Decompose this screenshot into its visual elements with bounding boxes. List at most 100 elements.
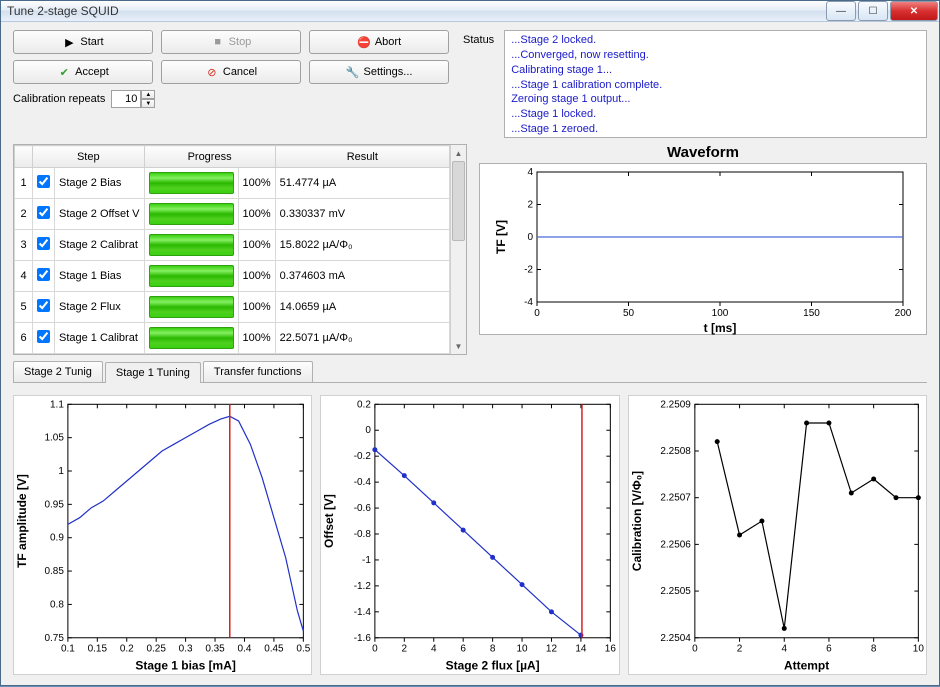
svg-text:2.2504: 2.2504 <box>660 633 691 644</box>
table-row[interactable]: 5Stage 2 Flux100%14.0659 µA <box>15 292 450 323</box>
waveform-chart: 050100150200-4-2024t [ms]TF [V] <box>479 163 927 335</box>
svg-text:8: 8 <box>871 644 877 655</box>
repeats-spinner[interactable]: ▲ ▼ <box>111 90 155 108</box>
svg-text:6: 6 <box>461 644 467 655</box>
svg-text:-2: -2 <box>524 265 533 276</box>
row-checkbox-cell <box>33 261 55 292</box>
row-result: 15.8022 µA/Φ₀ <box>275 230 449 261</box>
row-progress-cell <box>144 168 238 199</box>
spinner-up[interactable]: ▲ <box>141 90 155 99</box>
table-row[interactable]: 2Stage 2 Offset V100%0.330337 mV <box>15 199 450 230</box>
row-step: Stage 2 Flux <box>55 292 145 323</box>
row-step: Stage 2 Bias <box>55 168 145 199</box>
th-progress[interactable]: Progress <box>144 146 275 168</box>
svg-text:16: 16 <box>605 644 617 655</box>
progress-bar <box>149 234 234 256</box>
svg-text:200: 200 <box>895 308 912 319</box>
table-row[interactable]: 1Stage 2 Bias100%51.4774 µA <box>15 168 450 199</box>
start-button[interactable]: ▶Start <box>13 30 153 54</box>
row-result: 51.4774 µA <box>275 168 449 199</box>
status-label: Status <box>463 34 494 138</box>
svg-text:-4: -4 <box>524 297 533 308</box>
svg-text:Offset [V]: Offset [V] <box>322 494 336 548</box>
svg-text:2.2505: 2.2505 <box>660 586 691 597</box>
table-row[interactable]: 3Stage 2 Calibrat100%15.8022 µA/Φ₀ <box>15 230 450 261</box>
svg-text:Stage 1 bias [mA]: Stage 1 bias [mA] <box>135 659 235 673</box>
svg-text:2.2506: 2.2506 <box>660 539 691 550</box>
th-blank <box>15 146 33 168</box>
tab-stage1-tuning[interactable]: Stage 1 Tuning <box>105 362 201 383</box>
row-pct: 100% <box>238 261 275 292</box>
minimize-button[interactable]: — <box>826 1 856 21</box>
svg-text:10: 10 <box>912 644 924 655</box>
table-row[interactable]: 6Stage 1 Calibrat100%22.5071 µA/Φ₀ <box>15 323 450 354</box>
svg-text:0.9: 0.9 <box>50 533 64 544</box>
svg-text:0.75: 0.75 <box>44 633 64 644</box>
svg-text:0.3: 0.3 <box>179 644 193 655</box>
svg-text:2.2508: 2.2508 <box>660 446 691 457</box>
status-line: ...Stage 2 locked. <box>511 33 920 48</box>
row-checkbox-cell <box>33 292 55 323</box>
table-scrollbar[interactable]: ▲ ▼ <box>450 145 466 354</box>
row-checkbox[interactable] <box>37 175 50 188</box>
accept-button[interactable]: ✔Accept <box>13 60 153 84</box>
check-icon: ✔ <box>57 65 71 79</box>
stop-icon: ■ <box>211 35 225 49</box>
svg-text:Attempt: Attempt <box>784 659 829 673</box>
row-num: 4 <box>15 261 33 292</box>
close-button[interactable]: ✕ <box>890 1 938 21</box>
svg-text:-1.6: -1.6 <box>354 633 372 644</box>
scroll-thumb[interactable] <box>452 161 465 241</box>
row-checkbox[interactable] <box>37 330 50 343</box>
stop-button[interactable]: ■Stop <box>161 30 301 54</box>
scroll-down-icon[interactable]: ▼ <box>451 338 466 354</box>
row-checkbox[interactable] <box>37 268 50 281</box>
row-checkbox-cell <box>33 168 55 199</box>
status-line: Calibrating stage 1... <box>511 63 920 78</box>
svg-text:0.2: 0.2 <box>120 644 134 655</box>
row-pct: 100% <box>238 168 275 199</box>
mid-row: Step Progress Result 1Stage 2 Bias100%51… <box>13 144 927 355</box>
svg-text:1.1: 1.1 <box>50 399 64 410</box>
chart-offset: 0246810121416-1.6-1.4-1.2-1-0.8-0.6-0.4-… <box>320 395 619 675</box>
svg-text:0.95: 0.95 <box>44 499 64 510</box>
svg-text:-1.4: -1.4 <box>354 607 372 618</box>
th-result[interactable]: Result <box>275 146 449 168</box>
row-pct: 100% <box>238 323 275 354</box>
row-checkbox[interactable] <box>37 237 50 250</box>
svg-text:0.5: 0.5 <box>296 644 310 655</box>
cancel-button[interactable]: ⊘Cancel <box>161 60 301 84</box>
svg-text:Calibration [V/Φ₀]: Calibration [V/Φ₀] <box>630 471 644 571</box>
repeats-input[interactable] <box>111 90 141 108</box>
svg-text:10: 10 <box>517 644 529 655</box>
settings-button[interactable]: 🔧Settings... <box>309 60 449 84</box>
row-checkbox[interactable] <box>37 299 50 312</box>
maximize-button[interactable]: ☐ <box>858 1 888 21</box>
row-pct: 100% <box>238 199 275 230</box>
progress-bar <box>149 296 234 318</box>
row-checkbox[interactable] <box>37 206 50 219</box>
abort-button[interactable]: ⛔Abort <box>309 30 449 54</box>
tab-transfer-functions[interactable]: Transfer functions <box>203 361 313 382</box>
abort-icon: ⛔ <box>357 35 371 49</box>
titlebar[interactable]: Tune 2-stage SQUID — ☐ ✕ <box>1 1 939 22</box>
spinner-down[interactable]: ▼ <box>141 99 155 108</box>
status-box[interactable]: ...Stage 2 locked....Converged, now rese… <box>504 30 927 138</box>
content: ▶Start ■Stop ⛔Abort ✔Accept ⊘Cancel 🔧Set… <box>1 22 939 687</box>
tab-stage2-tuning[interactable]: Stage 2 Tunig <box>13 361 103 382</box>
table-row[interactable]: 4Stage 1 Bias100%0.374603 mA <box>15 261 450 292</box>
svg-text:t [ms]: t [ms] <box>704 321 737 335</box>
th-step[interactable]: Step <box>33 146 145 168</box>
svg-text:0.1: 0.1 <box>61 644 75 655</box>
repeats-label: Calibration repeats <box>13 93 105 105</box>
svg-text:-0.8: -0.8 <box>354 529 372 540</box>
svg-text:2.2507: 2.2507 <box>660 493 691 504</box>
row-num: 3 <box>15 230 33 261</box>
scroll-up-icon[interactable]: ▲ <box>451 145 466 161</box>
svg-text:0: 0 <box>372 644 378 655</box>
progress-bar <box>149 327 234 349</box>
svg-text:4: 4 <box>781 644 787 655</box>
chart-grid: 0.10.150.20.250.30.350.40.450.50.750.80.… <box>13 389 927 675</box>
svg-text:0.2: 0.2 <box>357 399 371 410</box>
svg-text:TF amplitude [V]: TF amplitude [V] <box>15 474 29 568</box>
